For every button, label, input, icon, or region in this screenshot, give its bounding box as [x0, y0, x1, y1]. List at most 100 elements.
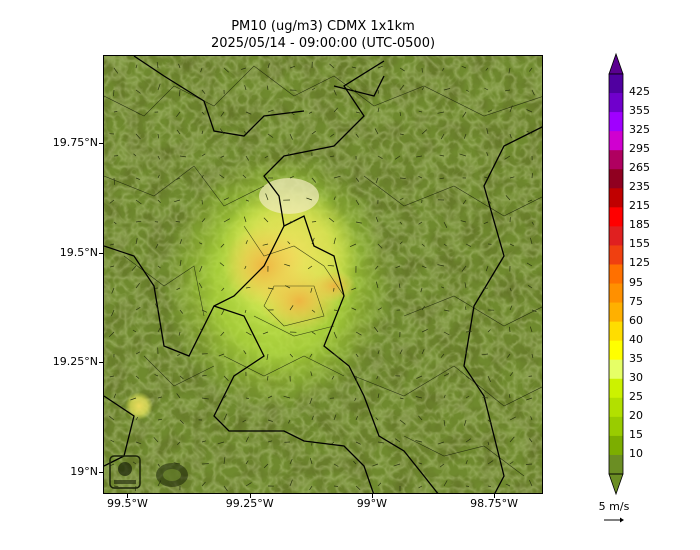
- colorbar-segment: [609, 93, 623, 113]
- wind-vector: [311, 415, 314, 421]
- wind-vector: [355, 415, 359, 421]
- wind-vector: [245, 199, 250, 202]
- colorbar-segment: [609, 264, 623, 285]
- wind-vector: [482, 396, 489, 399]
- latitude-tick-label: 19.25°N: [52, 355, 98, 369]
- wind-vector: [440, 353, 445, 358]
- wind-vector: [111, 309, 115, 317]
- wind-vector: [487, 109, 493, 113]
- wind-vector: [157, 418, 163, 421]
- wind-vector: [351, 307, 357, 311]
- wind-vector: [289, 353, 294, 358]
- wind-vector: [437, 441, 445, 445]
- map-title-line-1: PM10 (ug/m3) CDMX 1x1km: [231, 19, 415, 34]
- wind-vector: [355, 375, 358, 383]
- wind-vector: [485, 67, 489, 71]
- wind-vector: [245, 155, 250, 161]
- wind-vector: [283, 395, 291, 399]
- wind-vector: [289, 65, 296, 69]
- wind-vector: [221, 309, 225, 315]
- wind-vector: [309, 353, 313, 358]
- wind-vector: [509, 416, 516, 421]
- wind-vector: [131, 265, 137, 271]
- wind-vector: [333, 353, 340, 359]
- wind-vector: [505, 483, 511, 487]
- wind-vector: [375, 177, 379, 184]
- wind-vector: [179, 155, 187, 158]
- wind-vector: [375, 417, 379, 421]
- wind-vector: [307, 265, 313, 270]
- wind-vector: [508, 326, 511, 333]
- wind-vector: [465, 243, 472, 247]
- wind-vector: [399, 397, 404, 400]
- wind-vector: [525, 463, 533, 465]
- colorbar-level-label: 30: [629, 370, 643, 384]
- wind-vector: [355, 331, 362, 336]
- wind-vector: [461, 265, 467, 272]
- wind-vector: [201, 481, 206, 487]
- wind-vector: [481, 353, 489, 356]
- wind-vector: [465, 460, 468, 465]
- wind-vector: [418, 462, 423, 465]
- colorbar-segment: [609, 131, 623, 151]
- wind-vector: [267, 375, 269, 381]
- wind-vector: [201, 111, 205, 115]
- wind-vector: [399, 241, 403, 245]
- wind-vector: [395, 155, 401, 160]
- wind-vector: [375, 216, 379, 223]
- wind-vector: [289, 133, 293, 140]
- wind-vector: [157, 155, 161, 160]
- wind-vector: [465, 89, 469, 92]
- wind-vector: [421, 265, 427, 269]
- wind-vector: [484, 87, 489, 91]
- wind-vector: [130, 397, 137, 401]
- wind-vector: [177, 441, 181, 446]
- wind-vector: [399, 133, 404, 135]
- wind-vector: [311, 331, 316, 335]
- wind-vector: [135, 111, 141, 115]
- latitude-tick: [99, 362, 103, 364]
- wind-vector: [531, 173, 533, 179]
- wind-vector: [421, 129, 428, 135]
- wind-vector: [526, 109, 533, 113]
- colorbar-level-label: 425: [629, 85, 650, 99]
- wind-vector: [393, 463, 401, 467]
- colorbar-segment: [609, 378, 623, 399]
- latitude-tick: [99, 142, 103, 144]
- colorbar-level-label: 20: [629, 408, 643, 422]
- colorbar-level-label: 15: [629, 427, 643, 441]
- wind-vector: [265, 193, 269, 201]
- colorbar-level-label: 10: [629, 446, 643, 460]
- longitude-tick-label: 99.5°W: [107, 497, 148, 510]
- wind-vector: [331, 441, 335, 445]
- wind-vector: [421, 87, 425, 91]
- colorbar-segment: [609, 397, 623, 418]
- wind-vector: [176, 129, 181, 135]
- wind-vector: [201, 89, 206, 95]
- wind-vector: [507, 353, 511, 358]
- wind-vector: [201, 440, 207, 443]
- municipal-boundaries: [104, 65, 542, 477]
- wind-vector: [526, 130, 533, 135]
- wind-vector: [395, 438, 401, 443]
- wind-vector: [157, 199, 161, 204]
- wind-vector: [244, 309, 247, 314]
- wind-vector: [263, 217, 269, 223]
- wind-vector: [309, 397, 313, 405]
- wind-vector: [267, 109, 274, 113]
- wind-vector: [441, 286, 445, 289]
- wind-vector: [240, 67, 247, 70]
- wind-vector: [531, 221, 534, 225]
- wind-vector: [135, 64, 138, 69]
- wind-vector: [176, 287, 181, 291]
- latitude-tick-label: 19.5°N: [59, 245, 98, 259]
- wind-vector: [415, 440, 423, 443]
- wind-vector: [377, 307, 382, 311]
- wind-vector: [483, 221, 489, 225]
- wind-vector: [310, 371, 313, 377]
- wind-vector: [421, 305, 425, 311]
- wind-vector: [218, 353, 225, 357]
- wind-vector: [529, 438, 533, 443]
- colorbar-segment: [609, 74, 623, 94]
- wind-vector: [109, 375, 115, 378]
